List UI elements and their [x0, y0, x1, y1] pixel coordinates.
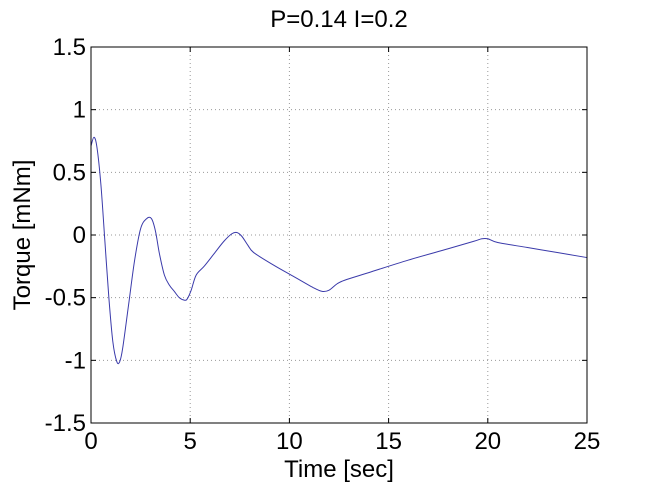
x-tick-label: 10 [276, 428, 303, 455]
y-tick-label: -1 [65, 347, 86, 374]
x-axis-label: Time [sec] [284, 456, 394, 483]
chart-title: P=0.14 I=0.2 [270, 6, 407, 33]
y-tick-label: -1.5 [45, 410, 86, 437]
x-tick-label: 20 [474, 428, 501, 455]
grid-lines [91, 47, 587, 423]
x-tick-label: 5 [184, 428, 197, 455]
y-tick-label: 0 [73, 222, 86, 249]
x-tick-label: 25 [574, 428, 601, 455]
x-tick-label: 15 [375, 428, 402, 455]
y-tick-label: 0.5 [53, 159, 86, 186]
y-axis-label: Torque [mNm] [9, 160, 36, 311]
series-layer [90, 136, 588, 365]
torque-series-line [90, 136, 588, 365]
y-tick-label: -0.5 [45, 285, 86, 312]
x-tick-label: 0 [84, 428, 97, 455]
y-tick-label: 1.5 [53, 34, 86, 61]
y-tick-label: 1 [73, 97, 86, 124]
axis-ticks: 0 5 10 15 20 25 -1.5 -1 -0.5 0 0.5 1 1.5 [45, 34, 601, 455]
